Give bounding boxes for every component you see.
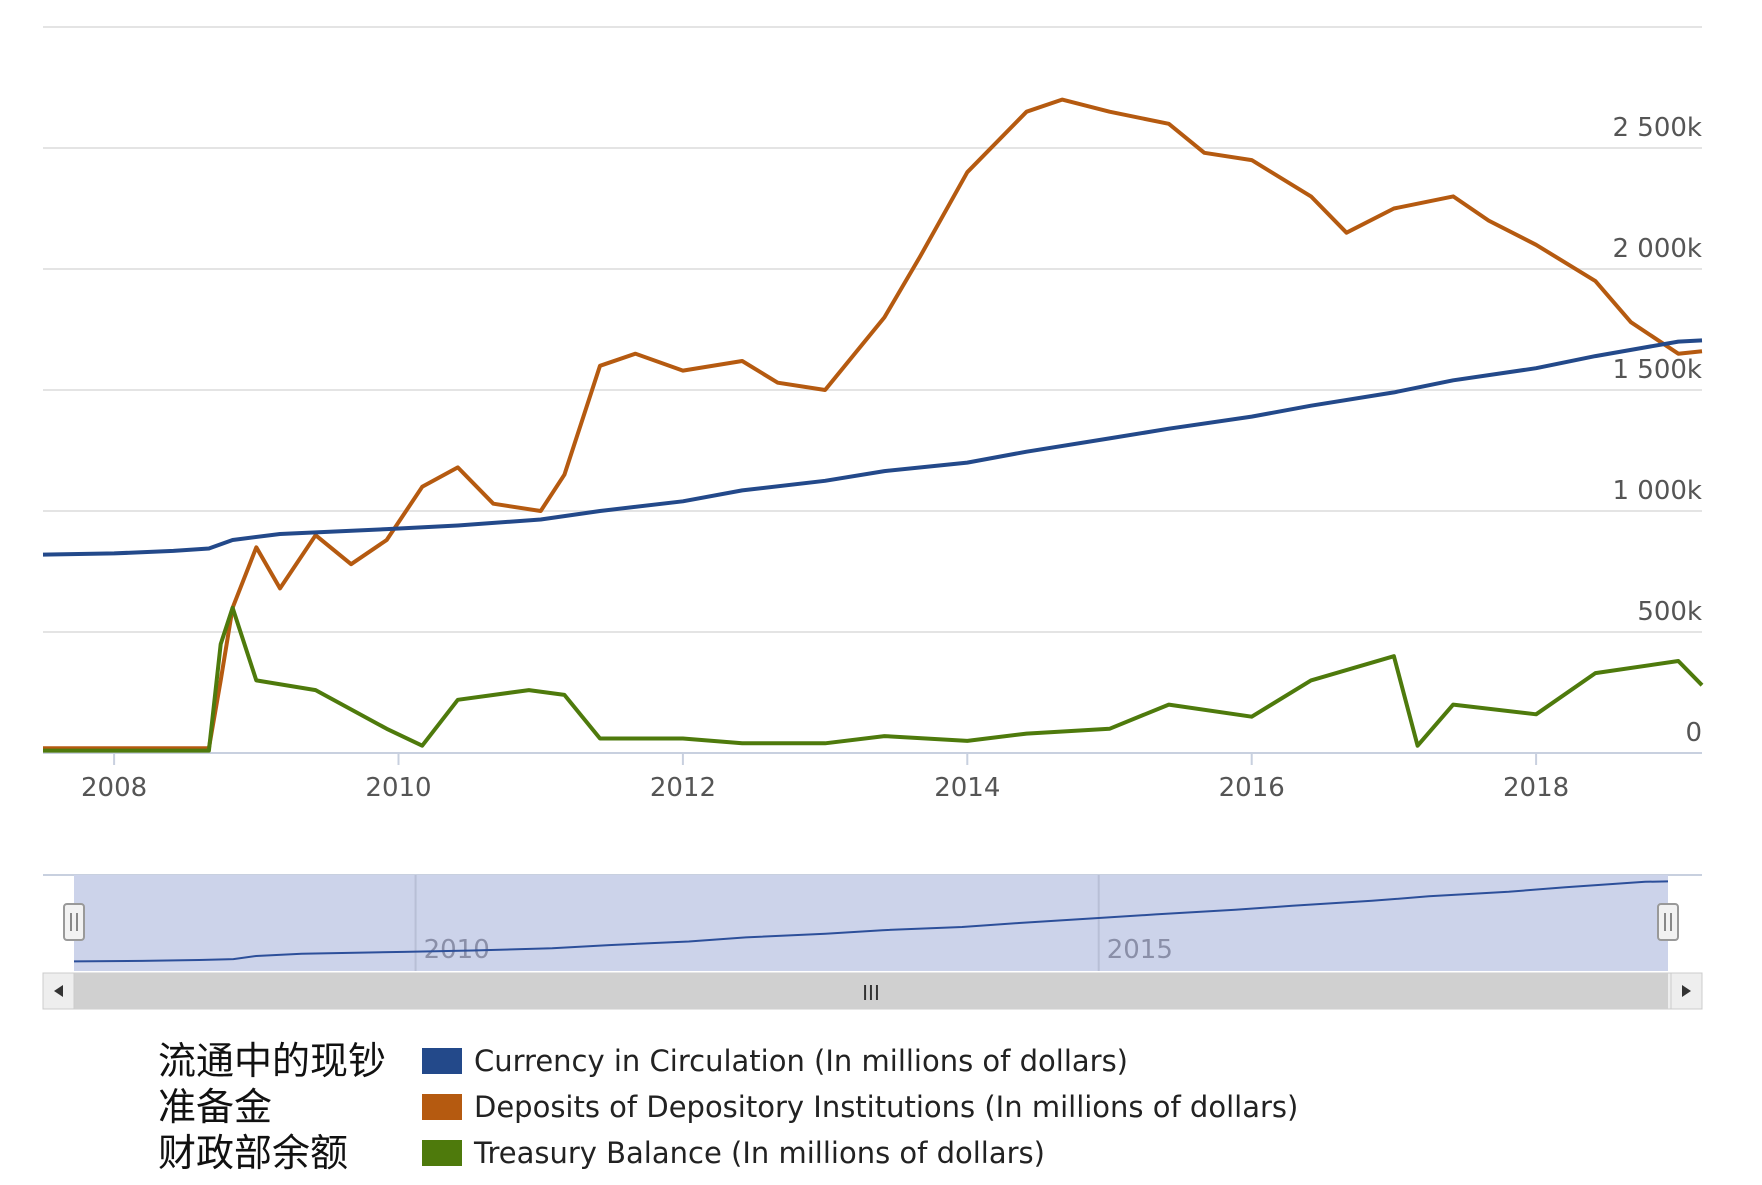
legend-label-cn: 财政部余额 — [158, 1131, 349, 1175]
deposits-line — [43, 97, 1703, 751]
legend-label: Deposits of Depository Institutions (In … — [474, 1090, 1299, 1124]
legend-swatch — [422, 1048, 462, 1074]
x-tick-label: 2018 — [1503, 773, 1569, 803]
x-tick-label: 2016 — [1219, 773, 1285, 803]
legend-swatch — [422, 1094, 462, 1120]
scrollbar[interactable]: III — [42, 972, 1703, 1010]
scroll-right-button[interactable] — [1670, 972, 1703, 1010]
x-tick-label: 2012 — [650, 773, 716, 803]
currency-in-circulation-line — [42, 338, 1703, 557]
scrollbar-thumb[interactable] — [74, 973, 1668, 1009]
y-tick-label: 1 000k — [1613, 476, 1703, 506]
x-tick-label: 2014 — [934, 773, 1000, 803]
y-tick-label: 0 — [1685, 718, 1702, 748]
y-tick-label: 2 000k — [1613, 234, 1703, 264]
x-axis: 2008 2010 2012 2014 2016 2018 — [81, 753, 1569, 803]
navigator-right-handle[interactable] — [1657, 903, 1679, 941]
navigator[interactable]: 2010 2015 — [43, 874, 1702, 971]
y-tick-label: 1 500k — [1613, 355, 1703, 385]
legend-label-cn: 流通中的现钞 — [158, 1039, 387, 1083]
y-axis: 0 500k 1 000k 1 500k 2 000k 2 500k — [1613, 113, 1703, 748]
treasury-balance-line — [43, 605, 1704, 753]
y-tick-label: 2 500k — [1613, 113, 1703, 143]
scroll-left-button[interactable] — [42, 972, 75, 1010]
x-tick-label: 2008 — [81, 773, 147, 803]
scrollbar-grip: III — [862, 981, 880, 1005]
legend-label-cn: 准备金 — [158, 1085, 273, 1129]
legend-swatch — [422, 1140, 462, 1166]
y-tick-label: 500k — [1637, 597, 1702, 627]
legend-label: Treasury Balance (In millions of dollars… — [474, 1136, 1045, 1170]
x-tick-label: 2010 — [365, 773, 431, 803]
plot-series — [42, 97, 1704, 753]
arrow-right-icon — [1682, 985, 1691, 997]
grid-lines — [43, 26, 1702, 754]
navigator-selection[interactable] — [74, 875, 1668, 971]
legend-label: Currency in Circulation (In millions of … — [474, 1044, 1128, 1078]
navigator-left-handle[interactable] — [63, 903, 85, 941]
navigator-tick-label: 2015 — [1107, 935, 1173, 965]
arrow-left-icon — [54, 985, 63, 997]
navigator-series-line — [73, 880, 1669, 963]
